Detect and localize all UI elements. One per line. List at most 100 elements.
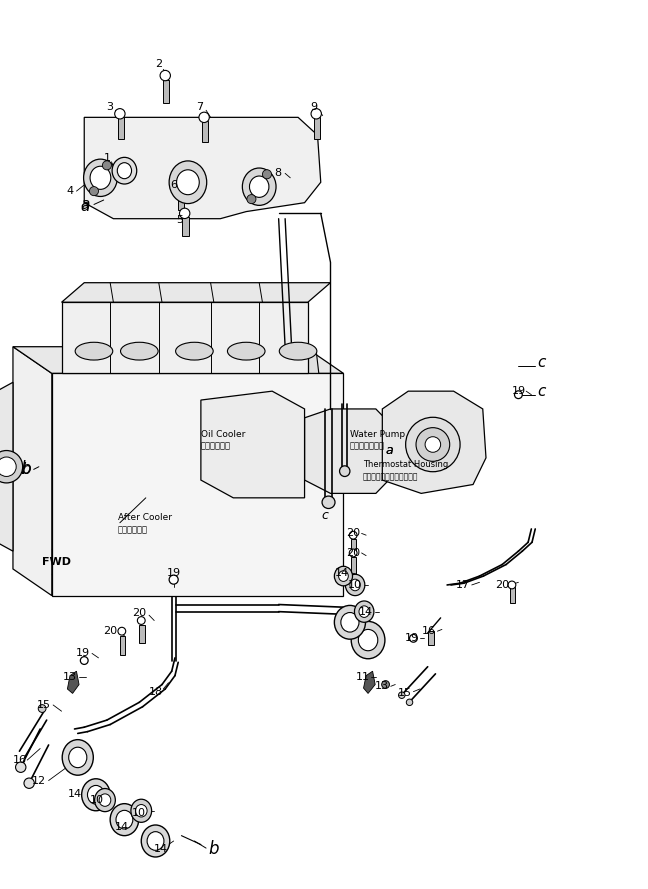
Text: Water Pump: Water Pump — [350, 430, 405, 439]
Text: 14: 14 — [359, 606, 373, 617]
Text: After Cooler: After Cooler — [118, 513, 172, 522]
Text: 19: 19 — [511, 386, 526, 396]
Ellipse shape — [121, 342, 158, 360]
Circle shape — [349, 549, 357, 557]
Polygon shape — [226, 351, 267, 373]
Text: a: a — [81, 197, 90, 212]
Text: 14: 14 — [67, 789, 82, 799]
Ellipse shape — [227, 342, 265, 360]
Text: 17: 17 — [456, 580, 470, 590]
Circle shape — [89, 187, 98, 196]
Polygon shape — [84, 117, 321, 219]
Bar — [120, 636, 125, 655]
Polygon shape — [62, 302, 308, 373]
Circle shape — [102, 161, 111, 170]
Circle shape — [115, 108, 125, 119]
Bar — [139, 625, 145, 643]
Ellipse shape — [75, 342, 113, 360]
Circle shape — [38, 705, 46, 712]
Ellipse shape — [334, 566, 353, 586]
Text: c: c — [537, 356, 545, 370]
Ellipse shape — [131, 799, 152, 822]
Text: 10: 10 — [132, 808, 146, 819]
Text: c: c — [322, 509, 329, 522]
Ellipse shape — [82, 779, 110, 811]
Text: 14: 14 — [154, 844, 168, 854]
Text: Thermostat Housing: Thermostat Housing — [363, 460, 448, 469]
Ellipse shape — [135, 805, 147, 817]
Ellipse shape — [341, 613, 359, 632]
Ellipse shape — [334, 605, 365, 639]
Polygon shape — [13, 347, 52, 596]
Circle shape — [416, 428, 450, 461]
Ellipse shape — [112, 157, 137, 184]
Circle shape — [80, 657, 88, 664]
Circle shape — [311, 108, 321, 119]
Text: 2: 2 — [156, 59, 162, 69]
Circle shape — [169, 575, 178, 584]
Ellipse shape — [84, 159, 117, 196]
Ellipse shape — [90, 166, 111, 189]
Circle shape — [0, 457, 16, 477]
Ellipse shape — [95, 789, 115, 812]
Text: 4: 4 — [67, 186, 73, 196]
Text: 5: 5 — [177, 215, 183, 226]
Text: 7: 7 — [196, 101, 203, 112]
Bar — [510, 587, 515, 603]
Circle shape — [399, 692, 405, 699]
Text: b: b — [21, 462, 30, 477]
Text: 9: 9 — [311, 101, 318, 112]
Ellipse shape — [87, 786, 104, 805]
Circle shape — [175, 181, 185, 192]
Text: c: c — [537, 384, 545, 398]
Polygon shape — [305, 409, 389, 493]
Circle shape — [247, 195, 256, 204]
Polygon shape — [52, 373, 343, 596]
Text: 16: 16 — [12, 755, 27, 765]
Circle shape — [160, 70, 170, 81]
Text: 10: 10 — [90, 795, 104, 805]
Bar — [163, 80, 169, 103]
Ellipse shape — [279, 342, 317, 360]
Text: 14: 14 — [115, 821, 129, 832]
Polygon shape — [201, 391, 305, 498]
Text: ウォータポンプ: ウォータポンプ — [350, 442, 385, 451]
Bar — [351, 539, 356, 555]
Ellipse shape — [69, 748, 87, 768]
Text: 14: 14 — [335, 568, 349, 579]
Text: 15: 15 — [37, 700, 51, 710]
Circle shape — [406, 699, 413, 706]
Polygon shape — [62, 283, 330, 302]
Text: オイルクーラ: オイルクーラ — [201, 442, 231, 451]
Text: b: b — [21, 461, 31, 478]
Text: 10: 10 — [348, 580, 362, 590]
Circle shape — [508, 581, 516, 589]
Text: 19: 19 — [76, 648, 90, 659]
Bar — [182, 217, 189, 236]
Circle shape — [179, 208, 190, 219]
Text: 12: 12 — [32, 775, 46, 786]
Ellipse shape — [340, 466, 350, 477]
Ellipse shape — [249, 176, 269, 197]
Text: 13: 13 — [63, 672, 77, 683]
Circle shape — [515, 391, 522, 398]
Ellipse shape — [339, 571, 349, 581]
Polygon shape — [13, 347, 343, 373]
Circle shape — [406, 417, 460, 472]
Text: 18: 18 — [148, 686, 163, 697]
Ellipse shape — [351, 621, 385, 659]
Text: b: b — [209, 840, 219, 858]
Text: a: a — [81, 199, 90, 213]
Polygon shape — [174, 351, 215, 373]
Bar — [178, 190, 184, 210]
Text: 19: 19 — [404, 633, 419, 644]
Circle shape — [118, 628, 126, 635]
Bar — [31, 549, 82, 574]
Circle shape — [0, 451, 23, 483]
Text: 16: 16 — [422, 626, 436, 637]
Polygon shape — [73, 351, 115, 373]
Bar — [428, 631, 434, 645]
Text: 20: 20 — [103, 626, 117, 637]
Ellipse shape — [358, 629, 378, 651]
Ellipse shape — [116, 811, 133, 829]
